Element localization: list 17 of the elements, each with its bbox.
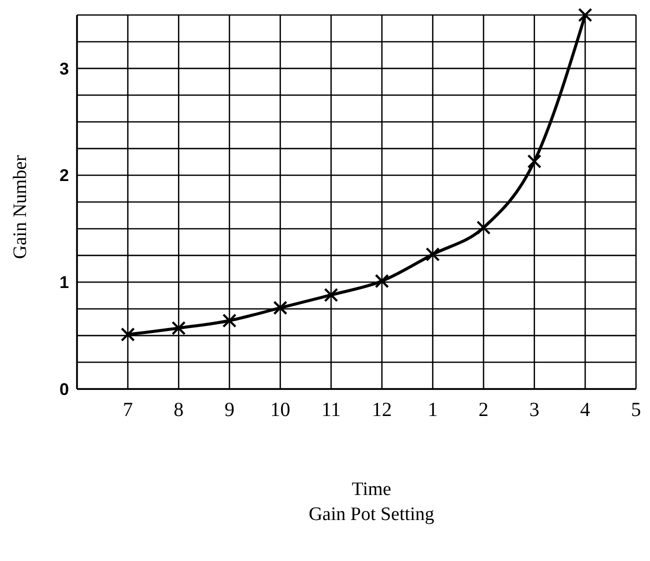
x-tick-label: 3 xyxy=(529,399,540,421)
x-tick-label: 9 xyxy=(224,399,234,421)
y-axis-title: Gain Number xyxy=(10,154,31,259)
y-tick-label: 1 xyxy=(60,273,69,292)
x-tick-label: 10 xyxy=(270,399,290,421)
x-tick-label: 4 xyxy=(580,399,590,421)
x-tick-label: 1 xyxy=(428,399,438,421)
y-tick-label: 2 xyxy=(60,166,69,186)
x-axis-title: Time Gain Pot Setting xyxy=(308,479,435,525)
x-tick-label: 8 xyxy=(174,399,184,421)
x-tick-label: 5 xyxy=(631,399,641,421)
x-tick-label: 2 xyxy=(478,399,489,421)
x-tick-label: 12 xyxy=(372,399,392,421)
x-tick-label: 7 xyxy=(122,399,133,421)
y-tick-label: 0 xyxy=(60,380,69,399)
y-tick-label: 3 xyxy=(60,59,69,78)
x-tick-label: 11 xyxy=(321,399,341,421)
